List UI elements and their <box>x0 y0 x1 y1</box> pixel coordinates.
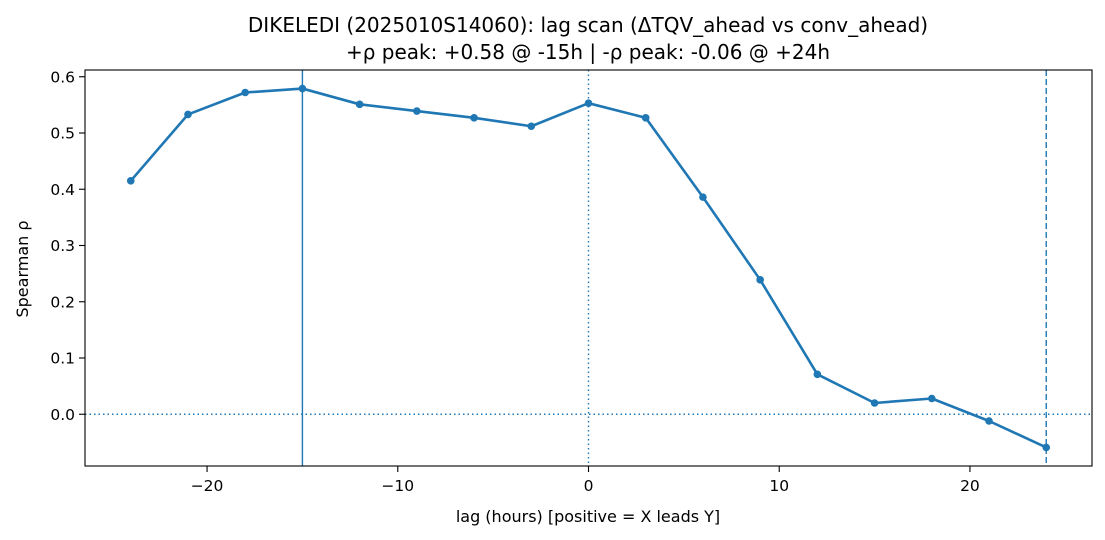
x-tick-label: 0 <box>584 477 594 495</box>
data-point <box>527 122 536 131</box>
data-point <box>355 100 364 109</box>
chart-title-line2: +ρ peak: +0.58 @ -15h | -ρ peak: -0.06 @… <box>346 40 830 64</box>
x-axis-label: lag (hours) [positive = X leads Y] <box>456 507 720 526</box>
data-point <box>756 276 764 284</box>
y-tick-label: 0.6 <box>50 68 75 86</box>
data-point <box>470 114 478 122</box>
data-point <box>184 110 192 119</box>
data-point <box>641 114 650 122</box>
x-tick-label: 10 <box>769 477 789 495</box>
data-point <box>985 417 993 425</box>
y-tick-label: 0.1 <box>50 350 75 368</box>
plot-area: −20 −10 0 10 20 0.0 0.1 0.2 0.3 0.4 0.5 0.6 <box>50 68 1093 495</box>
data-point <box>1042 443 1051 452</box>
data-point <box>298 84 307 93</box>
y-tick-label: 0.2 <box>50 293 75 311</box>
x-tick-label: −10 <box>381 477 414 495</box>
data-point <box>584 99 593 107</box>
y-tick-label: 0.5 <box>50 125 75 143</box>
y-axis-label: Spearman ρ <box>13 220 32 317</box>
y-tick-label: 0.4 <box>50 181 75 199</box>
data-point <box>927 394 936 403</box>
x-tick-label: −20 <box>191 477 224 495</box>
data-point <box>413 107 421 115</box>
y-tick-label: 0.0 <box>50 406 75 424</box>
y-tick-label: 0.3 <box>50 237 75 255</box>
data-point <box>870 399 879 407</box>
x-tick-label: 20 <box>960 477 980 495</box>
chart-title-line1: DIKELEDI (2025010S14060): lag scan (ΔTQV… <box>248 13 928 37</box>
data-point <box>813 370 822 379</box>
data-point <box>699 193 707 201</box>
data-point <box>126 177 135 185</box>
data-point <box>241 88 250 97</box>
